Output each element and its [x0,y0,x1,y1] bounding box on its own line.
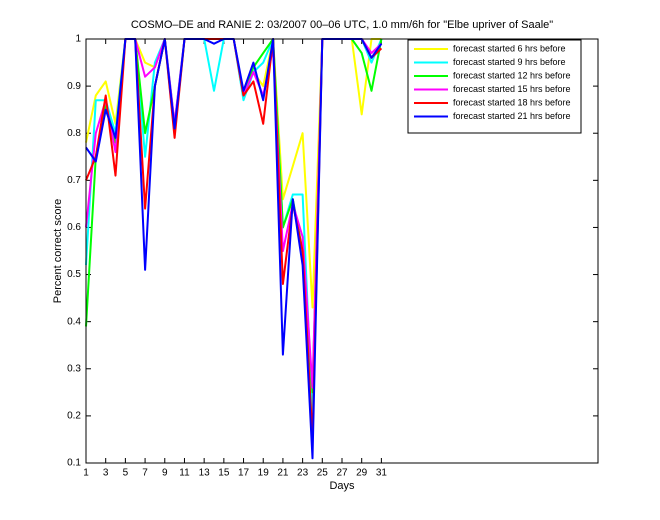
legend-label: forecast started 6 hrs before [453,43,566,53]
legend-label: forecast started 21 hrs before [453,111,571,121]
legend-label: forecast started 9 hrs before [453,57,566,67]
y-tick-label: 0.2 [67,411,81,422]
x-tick-label: 13 [199,468,211,479]
x-tick-label: 31 [376,468,388,479]
x-tick-label: 15 [218,468,230,479]
x-tick-label: 1 [83,468,89,479]
x-axis-label: Days [329,480,355,492]
x-tick-label: 21 [277,468,289,479]
x-tick-label: 23 [297,468,309,479]
y-axis-label: Percent correct score [52,199,64,304]
chart-title: COSMO–DE and RANIE 2: 03/2007 00–06 UTC,… [131,19,553,31]
y-tick-label: 0.3 [67,363,81,374]
x-tick-label: 5 [123,468,129,479]
y-tick-label: 0.9 [67,81,81,92]
x-tick-label: 25 [317,468,329,479]
legend-label: forecast started 18 hrs before [453,97,571,107]
y-tick-label: 0.6 [67,222,81,233]
y-tick-label: 1 [75,34,81,45]
x-tick-label: 29 [356,468,368,479]
y-tick-label: 0.5 [67,269,81,280]
y-tick-label: 0.8 [67,128,81,139]
x-tick-label: 3 [103,468,109,479]
x-tick-label: 27 [336,468,348,479]
x-tick-label: 19 [258,468,270,479]
x-tick-label: 11 [179,468,190,479]
y-tick-label: 0.7 [67,175,81,186]
x-tick-label: 9 [162,468,168,479]
y-tick-label: 0.1 [67,458,81,469]
y-tick-label: 0.4 [67,316,81,327]
x-tick-label: 17 [238,468,250,479]
legend: forecast started 6 hrs before forecast st… [407,39,582,134]
x-tick-label: 7 [142,468,148,479]
legend-label: forecast started 15 hrs before [453,84,571,94]
legend-label: forecast started 12 hrs before [453,70,571,80]
plot-frame [85,38,599,464]
